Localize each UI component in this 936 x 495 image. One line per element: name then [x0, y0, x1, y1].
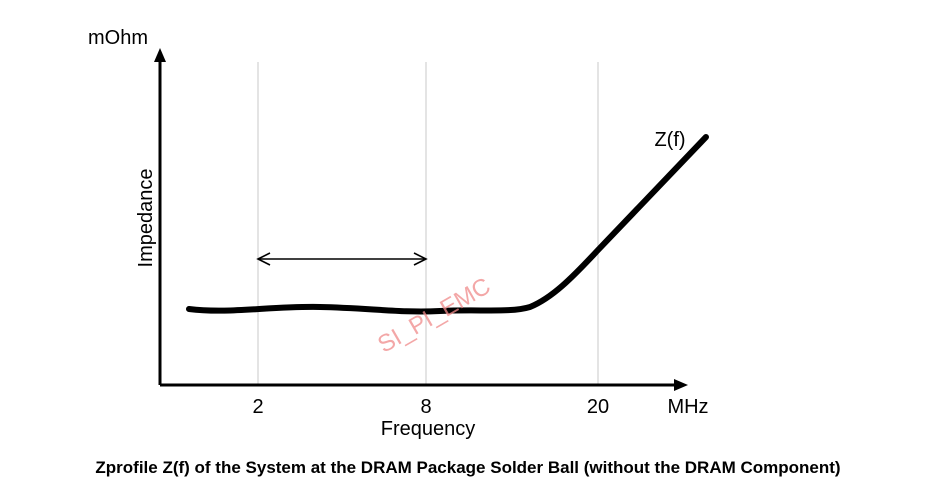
impedance-curve — [186, 134, 709, 315]
range-arrow-right-head — [413, 252, 428, 266]
x-axis-label: Frequency — [381, 418, 476, 440]
grid-lines — [257, 62, 599, 385]
x-tick-label-1: 8 — [420, 396, 431, 418]
axes — [154, 48, 688, 391]
range-annotation — [256, 252, 428, 266]
y-axis-arrowhead — [154, 48, 166, 62]
x-tick-labels: 2 8 20 — [252, 396, 609, 418]
x-unit-label: MHz — [667, 396, 708, 418]
y-unit-label: mOhm — [88, 27, 148, 49]
y-axis-label: Impedance — [135, 169, 157, 268]
figure-caption: Zprofile Z(f) of the System at the DRAM … — [95, 458, 841, 477]
x-tick-label-2: 20 — [587, 396, 609, 418]
series-line-z-f — [186, 134, 709, 315]
watermark: SI_PI_EMC — [373, 272, 495, 358]
x-axis-arrowhead — [674, 379, 688, 391]
x-tick-label-0: 2 — [252, 396, 263, 418]
series-label: Z(f) — [654, 129, 685, 151]
range-arrow-left-head — [256, 252, 271, 266]
